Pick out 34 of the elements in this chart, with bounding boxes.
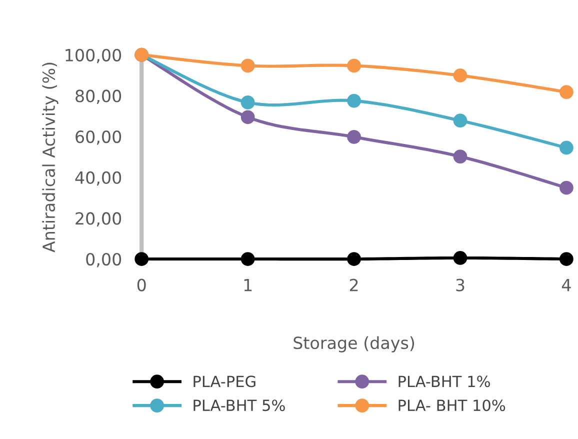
legend-label: PLA-PEG — [194, 376, 256, 388]
y-tick-label: 100,00 — [66, 48, 122, 64]
point — [347, 58, 361, 73]
point — [559, 85, 574, 99]
legend-label: PLA-BHT 1% — [398, 376, 490, 388]
point — [347, 130, 361, 144]
point — [559, 180, 574, 195]
point — [240, 58, 255, 73]
point — [453, 68, 468, 82]
x-axis-title: Storage (days) — [294, 336, 414, 352]
y-tick-label: 0,00 — [86, 252, 122, 268]
x-tick-label: 2 — [350, 278, 358, 292]
y-tick-label: 60,00 — [76, 130, 122, 145]
point — [240, 95, 255, 110]
point — [453, 114, 468, 128]
x-tick-label: 1 — [244, 278, 252, 292]
point — [559, 252, 574, 266]
point — [134, 252, 149, 266]
point — [240, 110, 255, 124]
point — [347, 252, 361, 266]
point — [347, 94, 361, 108]
y-tick-label: 40,00 — [75, 171, 122, 186]
x-tick-label: 0 — [137, 278, 146, 292]
x-tick-label: 4 — [562, 278, 571, 292]
point — [240, 252, 255, 266]
y-tick-label: 20,00 — [76, 212, 122, 226]
x-tick-label: 3 — [456, 278, 464, 292]
y-axis-title: Antiradical Activity (%) — [42, 62, 58, 252]
point — [453, 150, 468, 164]
y-tick-label: 80,00 — [76, 90, 122, 104]
legend-label: PLA-BHT 5% — [194, 400, 285, 412]
legend-label: PLA- BHT 10% — [398, 400, 506, 412]
point — [453, 251, 468, 265]
point — [559, 140, 574, 155]
